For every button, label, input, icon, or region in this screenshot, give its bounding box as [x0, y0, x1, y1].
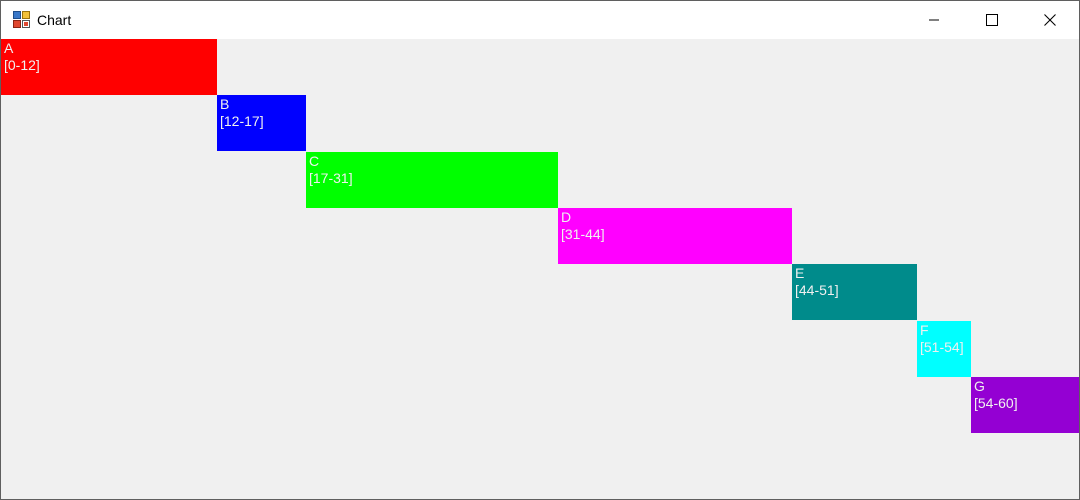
task-range: [0-12] — [4, 57, 40, 73]
close-icon — [1044, 14, 1056, 26]
timeline-bar-c: C [17-31] — [306, 152, 558, 208]
task-name: D — [561, 209, 572, 225]
window-title: Chart — [37, 12, 72, 28]
bar-label: A [0-12] — [4, 40, 40, 74]
bar-label: B [12-17] — [220, 96, 264, 130]
timeline-bar-e: E [44-51] — [792, 264, 917, 320]
task-range: [17-31] — [309, 170, 353, 186]
title-bar[interactable]: Chart — [1, 1, 1079, 39]
task-range: [54-60] — [974, 395, 1018, 411]
task-range: [44-51] — [795, 282, 839, 298]
bar-label: E [44-51] — [795, 265, 839, 299]
task-name: G — [974, 378, 985, 394]
timeline-bar-b: B [12-17] — [217, 95, 306, 151]
task-name: C — [309, 153, 320, 169]
task-name: A — [4, 40, 14, 56]
maximize-button[interactable] — [963, 1, 1021, 39]
task-range: [12-17] — [220, 113, 264, 129]
task-range: [31-44] — [561, 226, 605, 242]
timeline-bar-f: F [51-54] — [917, 321, 971, 377]
bar-label: C [17-31] — [309, 153, 353, 187]
timeline-bar-a: A [0-12] — [1, 39, 217, 95]
timeline-bar-d: D [31-44] — [558, 208, 792, 264]
minimize-icon — [929, 19, 939, 21]
minimize-button[interactable] — [905, 1, 963, 39]
bar-label: D [31-44] — [561, 209, 605, 243]
task-name: F — [920, 322, 929, 338]
bar-label: G [54-60] — [974, 378, 1018, 412]
maximize-icon — [986, 14, 998, 26]
task-range: [51-54] — [920, 339, 964, 355]
task-name: B — [220, 96, 230, 112]
task-name: E — [795, 265, 805, 281]
timeline-bar-g: G [54-60] — [971, 377, 1079, 433]
timeline-chart: A [0-12] B [12-17] C [17-31] D [31-44] E [44-51] F… — [1, 39, 1079, 499]
app-icon — [13, 11, 30, 28]
bar-label: F [51-54] — [920, 322, 964, 356]
close-button[interactable] — [1021, 1, 1079, 39]
